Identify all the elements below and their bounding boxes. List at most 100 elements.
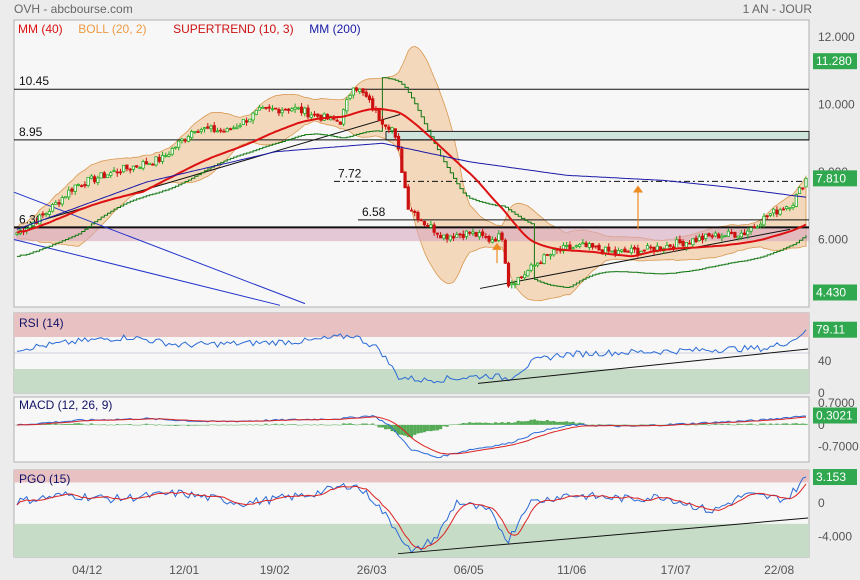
candle-body — [720, 235, 724, 239]
candle-body — [47, 211, 51, 215]
macd-histogram-bar — [335, 424, 339, 426]
candle-body — [603, 246, 608, 254]
macd-histogram-bar — [746, 423, 750, 425]
macd-histogram-bar — [199, 424, 203, 426]
candle-body — [668, 244, 672, 247]
macd-histogram-bar — [303, 424, 307, 426]
candle-body — [590, 243, 595, 248]
downtrend-line-2 — [13, 238, 281, 306]
level-label: 8.95 — [19, 125, 43, 139]
price-badge: 7.810 — [816, 171, 846, 185]
candle-body — [44, 213, 48, 215]
macd-histogram-bar — [264, 423, 268, 425]
candle-body — [742, 232, 747, 236]
candle-body — [804, 177, 808, 188]
macd-histogram-bar — [309, 424, 313, 426]
macd-histogram-bar — [409, 424, 414, 438]
macd-histogram-bar — [287, 424, 291, 425]
candle-body — [76, 184, 81, 186]
candle-body — [89, 175, 93, 179]
macd-histogram-bar — [713, 423, 718, 425]
candle-body — [299, 106, 304, 114]
candle-body — [584, 242, 588, 247]
candle-body — [219, 129, 223, 132]
macd-histogram-bar — [228, 424, 233, 426]
candle-body — [506, 262, 511, 287]
macd-histogram-bar — [384, 424, 388, 430]
candle-body — [264, 106, 268, 109]
candle-body — [274, 107, 278, 110]
candle-body — [131, 165, 136, 170]
macd-histogram-bar — [387, 424, 391, 430]
macd-histogram-bar — [257, 424, 262, 426]
macd-line — [16, 414, 807, 459]
macd-histogram-bar — [633, 424, 637, 426]
candle-body — [54, 202, 58, 205]
candle-body — [406, 186, 410, 210]
candle-body — [190, 131, 194, 139]
candle-body — [568, 244, 572, 250]
candle-body — [597, 244, 601, 251]
candle-body — [481, 231, 485, 236]
candle-body — [144, 161, 148, 165]
macd-histogram-bar — [60, 424, 64, 425]
candle-body — [60, 197, 64, 205]
candle-body — [497, 233, 501, 241]
candle-body — [797, 187, 802, 194]
candle-body — [749, 227, 753, 232]
macd-histogram-bar — [548, 421, 553, 425]
macd-histogram-bar — [138, 424, 142, 426]
macd-histogram-bar — [270, 424, 275, 425]
macd-histogram-bar — [202, 424, 207, 426]
candle-body — [645, 245, 650, 250]
rsi-panel: RSI (14)8040079.11 — [13, 312, 857, 400]
y-tick-label: -4.000 — [818, 529, 852, 543]
candle-body — [490, 239, 494, 243]
candle-body — [636, 247, 640, 255]
candle-body — [96, 177, 100, 183]
candle-body — [154, 156, 158, 166]
candle-body — [772, 208, 776, 214]
candle-body — [361, 88, 365, 94]
macd-histogram-bar — [442, 424, 446, 427]
candle-body — [768, 213, 773, 216]
rsi-badge-bg — [813, 321, 857, 338]
candle-body — [739, 232, 743, 238]
candle-body — [426, 224, 430, 227]
candle-body — [629, 247, 633, 254]
y-tick-label: 40 — [818, 354, 832, 368]
candle-body — [723, 235, 727, 237]
macd-histogram-bar — [484, 422, 488, 425]
macd-histogram-bar — [503, 422, 507, 425]
candle-body — [73, 184, 77, 192]
candle-body — [681, 241, 685, 247]
candle-body — [115, 171, 119, 174]
candle-body — [364, 91, 368, 97]
candle-body — [125, 164, 129, 170]
candle-body — [649, 246, 653, 249]
macd-histogram-bar — [697, 424, 701, 425]
candle-body — [160, 154, 165, 162]
candle-body — [206, 126, 210, 129]
candle-body — [270, 108, 275, 111]
macd-histogram-bar — [173, 424, 178, 426]
candle-body — [781, 208, 785, 211]
x-tick-label: 12/01 — [169, 563, 199, 577]
candle-body — [261, 106, 265, 109]
macd-histogram-bar — [429, 424, 433, 432]
macd-histogram-bar — [794, 423, 798, 425]
price-badge-bg — [813, 53, 857, 70]
macd-histogram-bar — [461, 423, 465, 425]
candle-body — [458, 233, 462, 236]
macd-histogram-bar — [497, 422, 501, 425]
candle-body — [287, 108, 291, 111]
macd-histogram-bar — [341, 423, 346, 425]
chart-period: 1 AN - JOUR — [742, 2, 812, 16]
candle-body — [487, 236, 491, 242]
macd-histogram-bar — [354, 424, 359, 426]
macd-histogram-bar — [704, 423, 708, 425]
macd-histogram-bar — [768, 423, 773, 425]
candle-body — [697, 236, 701, 242]
macd-histogram-bar — [238, 424, 242, 426]
